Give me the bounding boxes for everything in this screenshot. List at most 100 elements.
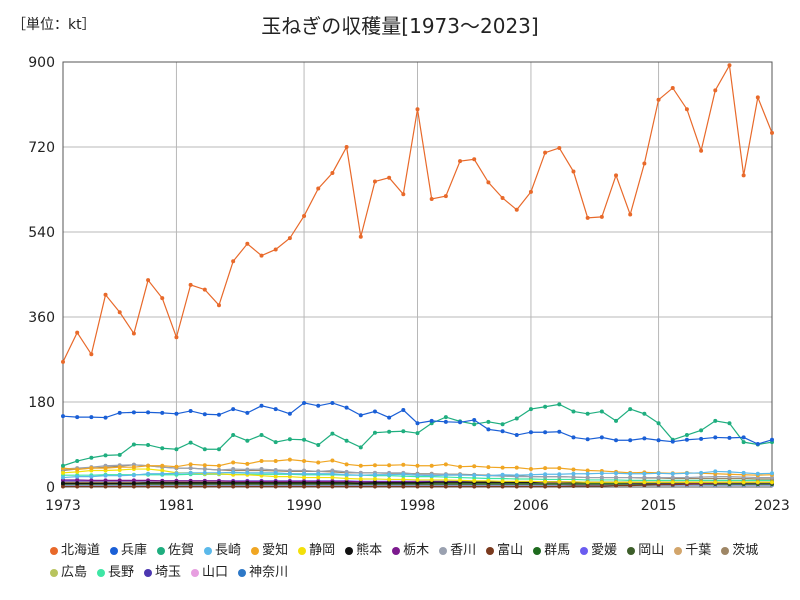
data-point xyxy=(372,472,377,477)
y-tick-label: 0 xyxy=(46,480,55,496)
data-point xyxy=(259,480,264,485)
data-point xyxy=(585,437,590,442)
data-point xyxy=(486,478,491,483)
data-point xyxy=(117,481,122,486)
data-point xyxy=(245,241,250,246)
data-point xyxy=(245,467,250,472)
y-tick-label: 360 xyxy=(28,310,55,326)
chart-legend: 北海道 兵庫 佐賀 長崎 愛知 静岡 熊本 栃木 香川 富山 群馬 愛媛 岡山 千葉 茨城広島 長野 埼玉 山口 神… xyxy=(50,540,790,584)
data-point xyxy=(642,480,647,485)
data-point xyxy=(443,477,448,482)
data-point xyxy=(429,463,434,468)
data-point xyxy=(117,473,122,478)
data-point xyxy=(684,433,689,438)
data-point xyxy=(287,437,292,442)
data-point xyxy=(231,484,236,489)
data-point xyxy=(599,435,604,440)
data-point xyxy=(713,418,718,423)
data-point xyxy=(599,214,604,219)
data-point xyxy=(571,471,576,476)
data-point xyxy=(344,469,349,474)
data-point xyxy=(699,480,704,485)
data-point xyxy=(89,481,94,486)
data-point xyxy=(188,408,193,413)
data-point xyxy=(61,359,65,364)
x-tick-label: 1998 xyxy=(400,498,436,514)
data-point xyxy=(231,407,236,412)
data-point xyxy=(684,437,689,442)
data-point xyxy=(670,475,675,480)
data-point xyxy=(188,470,193,475)
data-point xyxy=(146,278,151,283)
data-point xyxy=(61,414,65,419)
data-point xyxy=(287,411,292,416)
data-point xyxy=(387,175,392,180)
data-point xyxy=(599,409,604,414)
data-point xyxy=(202,463,207,468)
legend-marker xyxy=(439,546,448,555)
data-point xyxy=(146,484,151,489)
data-point xyxy=(146,471,151,476)
data-point xyxy=(117,452,122,457)
data-point xyxy=(415,484,420,489)
data-point xyxy=(486,465,491,470)
data-point xyxy=(330,475,335,480)
data-point xyxy=(273,484,278,489)
data-point xyxy=(259,467,264,472)
legend-label: 佐賀 xyxy=(168,543,195,558)
data-point xyxy=(557,479,562,484)
data-point xyxy=(727,480,732,485)
data-point xyxy=(528,430,533,435)
data-point xyxy=(514,473,519,478)
legend-marker xyxy=(157,546,166,555)
data-point xyxy=(543,404,548,409)
data-point xyxy=(245,484,250,489)
data-point xyxy=(628,212,633,217)
data-point xyxy=(330,431,335,436)
x-tick-label: 2015 xyxy=(641,498,677,514)
data-point xyxy=(500,429,505,434)
data-point xyxy=(273,407,278,412)
data-point xyxy=(628,407,633,412)
data-point xyxy=(188,282,193,287)
legend-label: 山口 xyxy=(202,565,229,580)
data-point xyxy=(401,484,406,489)
legend-marker xyxy=(97,568,106,577)
data-point xyxy=(372,430,377,435)
legend-label: 静岡 xyxy=(309,543,336,558)
data-point xyxy=(131,478,136,483)
data-point xyxy=(514,416,519,421)
data-point xyxy=(571,475,576,480)
data-point xyxy=(628,471,633,476)
legend-label: 愛知 xyxy=(262,543,289,558)
legend-item: 香川 xyxy=(439,540,476,562)
data-point xyxy=(599,484,604,489)
data-point xyxy=(599,480,604,485)
data-point xyxy=(472,422,477,427)
data-point xyxy=(117,468,122,472)
data-point xyxy=(401,462,406,467)
data-point xyxy=(216,470,221,475)
data-point xyxy=(75,467,80,472)
data-point xyxy=(585,411,590,416)
data-point xyxy=(741,173,746,178)
data-point xyxy=(188,480,193,485)
data-point xyxy=(585,471,590,476)
data-point xyxy=(486,484,491,489)
data-point xyxy=(472,417,477,422)
data-point xyxy=(415,477,420,482)
legend-item: 埼玉 xyxy=(144,562,181,584)
data-point xyxy=(358,473,363,478)
data-point xyxy=(61,463,65,468)
data-point xyxy=(415,463,420,468)
data-point xyxy=(202,480,207,485)
data-point xyxy=(287,236,292,241)
data-point xyxy=(387,477,392,482)
legend-marker xyxy=(674,546,683,555)
data-point xyxy=(146,442,151,447)
data-point xyxy=(557,472,562,477)
data-point xyxy=(557,145,562,150)
data-point xyxy=(415,421,420,426)
data-point xyxy=(344,480,349,485)
